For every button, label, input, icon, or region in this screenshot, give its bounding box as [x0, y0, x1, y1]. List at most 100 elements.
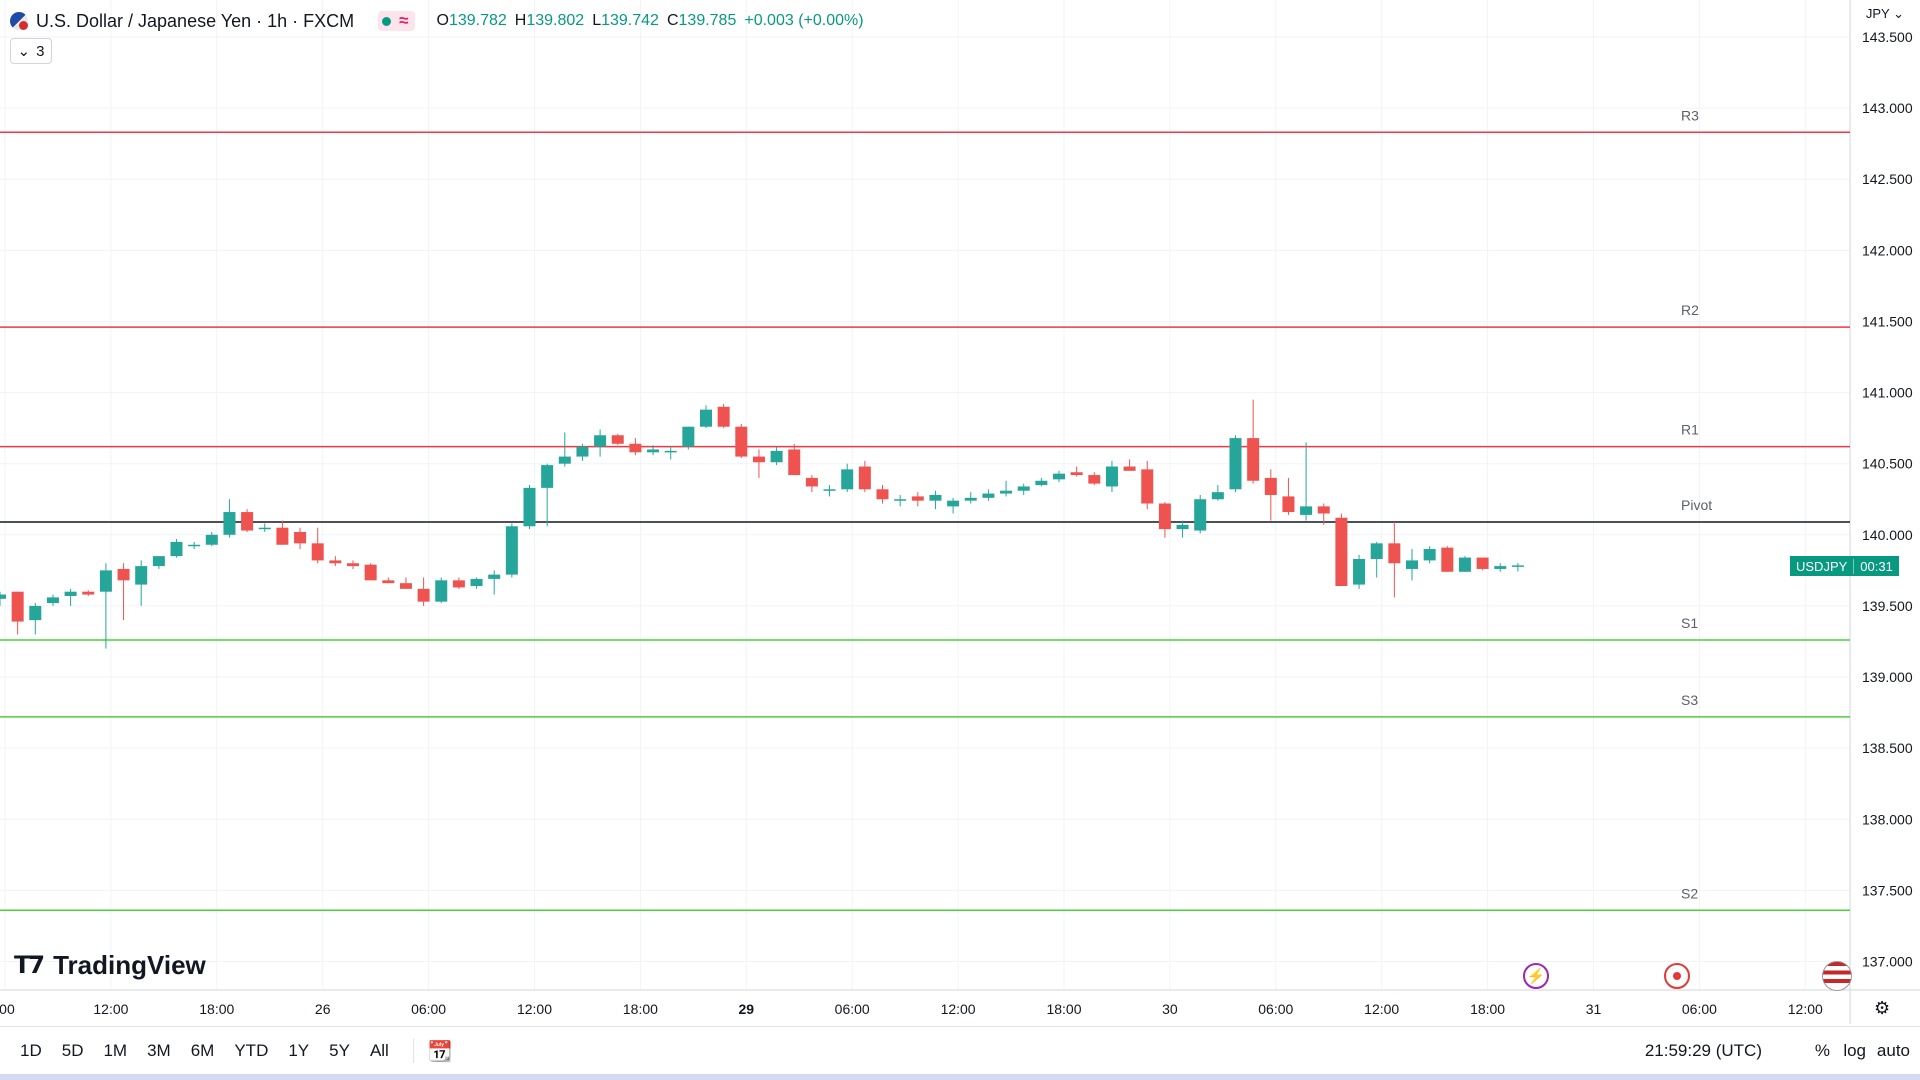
- candle[interactable]: [1176, 520, 1189, 538]
- candle[interactable]: [858, 460, 871, 493]
- candle[interactable]: [1000, 480, 1013, 497]
- candle[interactable]: [1423, 546, 1436, 564]
- candle[interactable]: [894, 494, 907, 507]
- candle[interactable]: [152, 556, 165, 569]
- timeframe-button-3m[interactable]: 3M: [147, 1041, 171, 1060]
- candle[interactable]: [1300, 442, 1313, 521]
- candle[interactable]: [1317, 503, 1330, 525]
- auto-scale-button[interactable]: auto: [1876, 1041, 1910, 1060]
- gear-icon[interactable]: ⚙: [1874, 998, 1891, 1018]
- candle[interactable]: [1158, 502, 1171, 538]
- candle[interactable]: [1388, 522, 1401, 598]
- candle[interactable]: [841, 463, 854, 493]
- candle[interactable]: [1035, 477, 1048, 487]
- candle[interactable]: [982, 489, 995, 501]
- price-chart[interactable]: :00 12:00 18:00 26 06:00 12:00 18:00 29 06:00 12:…: [0, 0, 1920, 1026]
- candle[interactable]: [805, 475, 818, 493]
- candle[interactable]: [647, 445, 660, 456]
- candle[interactable]: [241, 509, 254, 532]
- candle[interactable]: [523, 485, 536, 530]
- candle[interactable]: [964, 492, 977, 504]
- lightning-event-icon[interactable]: ⚡: [1523, 963, 1549, 989]
- percent-scale-button[interactable]: %: [1814, 1041, 1830, 1060]
- candle[interactable]: [399, 577, 412, 589]
- candle[interactable]: [417, 577, 430, 606]
- candle[interactable]: [1229, 435, 1242, 493]
- candle[interactable]: [594, 429, 607, 457]
- candle[interactable]: [752, 449, 765, 478]
- candle[interactable]: [1264, 469, 1277, 521]
- candle[interactable]: [347, 560, 359, 569]
- timeframe-button-6m[interactable]: 6M: [190, 1041, 215, 1060]
- candle[interactable]: [1211, 485, 1224, 501]
- candle[interactable]: [1194, 494, 1207, 534]
- candle[interactable]: [1370, 541, 1383, 578]
- candle[interactable]: [700, 405, 712, 429]
- candle[interactable]: [382, 577, 395, 584]
- candle[interactable]: [117, 563, 130, 621]
- candle[interactable]: [364, 563, 377, 581]
- record-event-icon[interactable]: [1664, 963, 1690, 989]
- candle[interactable]: [929, 490, 942, 510]
- candle[interactable]: [823, 485, 836, 497]
- candle[interactable]: [1353, 554, 1366, 589]
- candle[interactable]: [788, 443, 801, 476]
- candle[interactable]: [1282, 477, 1295, 515]
- candle[interactable]: [717, 403, 730, 429]
- symbol-title[interactable]: U.S. Dollar / Japanese Yen · 1h · FXCM: [36, 10, 355, 31]
- candle[interactable]: [223, 499, 236, 538]
- timeframe-button-1d[interactable]: 1D: [20, 1041, 42, 1060]
- candle[interactable]: [170, 539, 183, 558]
- candle[interactable]: [611, 433, 624, 446]
- calendar-range-icon[interactable]: 📆: [427, 1040, 453, 1063]
- us-flag-event-icon[interactable]: [1822, 961, 1852, 991]
- currency-selector[interactable]: JPY ⌄: [1865, 6, 1904, 21]
- candle[interactable]: [46, 594, 59, 606]
- candle[interactable]: [1141, 460, 1154, 510]
- candle[interactable]: [1458, 556, 1471, 572]
- candle[interactable]: [0, 591, 6, 606]
- timeframe-button-5y[interactable]: 5Y: [329, 1041, 350, 1060]
- timeframe-button-ytd[interactable]: YTD: [234, 1041, 269, 1060]
- candle[interactable]: [629, 438, 642, 456]
- utc-clock[interactable]: 21:59:29 (UTC): [1644, 1041, 1762, 1060]
- candle[interactable]: [205, 531, 218, 547]
- candle[interactable]: [1247, 399, 1260, 484]
- candle[interactable]: [276, 520, 289, 545]
- candle[interactable]: [576, 443, 589, 461]
- timeframe-button-1m[interactable]: 1M: [103, 1041, 128, 1060]
- candle[interactable]: [1105, 460, 1118, 493]
- candle[interactable]: [1406, 549, 1418, 581]
- candle[interactable]: [470, 577, 483, 589]
- log-scale-button[interactable]: log: [1843, 1041, 1866, 1060]
- candle[interactable]: [82, 590, 95, 596]
- candle[interactable]: [29, 603, 42, 635]
- candle[interactable]: [1088, 472, 1101, 486]
- indicators-collapse-button[interactable]: ⌄ 3: [10, 38, 52, 64]
- candle[interactable]: [1511, 562, 1524, 572]
- candle[interactable]: [435, 577, 448, 604]
- timeframe-button-5d[interactable]: 5D: [61, 1041, 84, 1060]
- candle[interactable]: [770, 446, 783, 466]
- candle[interactable]: [452, 577, 465, 589]
- candle[interactable]: [1017, 483, 1030, 495]
- candle[interactable]: [1335, 513, 1348, 587]
- candle[interactable]: [558, 432, 571, 467]
- candle[interactable]: [1441, 546, 1454, 572]
- candle[interactable]: [1494, 563, 1507, 572]
- candle[interactable]: [1476, 557, 1489, 571]
- candle[interactable]: [541, 463, 554, 527]
- candle[interactable]: [735, 423, 748, 459]
- market-status-badge[interactable]: ≈: [378, 11, 415, 31]
- timeframe-button-1y[interactable]: 1Y: [288, 1041, 310, 1060]
- candle[interactable]: [11, 591, 24, 635]
- candle[interactable]: [311, 527, 324, 564]
- candle[interactable]: [947, 497, 960, 514]
- candle[interactable]: [488, 570, 501, 595]
- candle[interactable]: [1053, 470, 1065, 483]
- candle[interactable]: [1123, 459, 1136, 471]
- candle[interactable]: [911, 492, 924, 507]
- candle[interactable]: [64, 588, 77, 606]
- candle[interactable]: [682, 426, 695, 450]
- candle[interactable]: [876, 485, 889, 504]
